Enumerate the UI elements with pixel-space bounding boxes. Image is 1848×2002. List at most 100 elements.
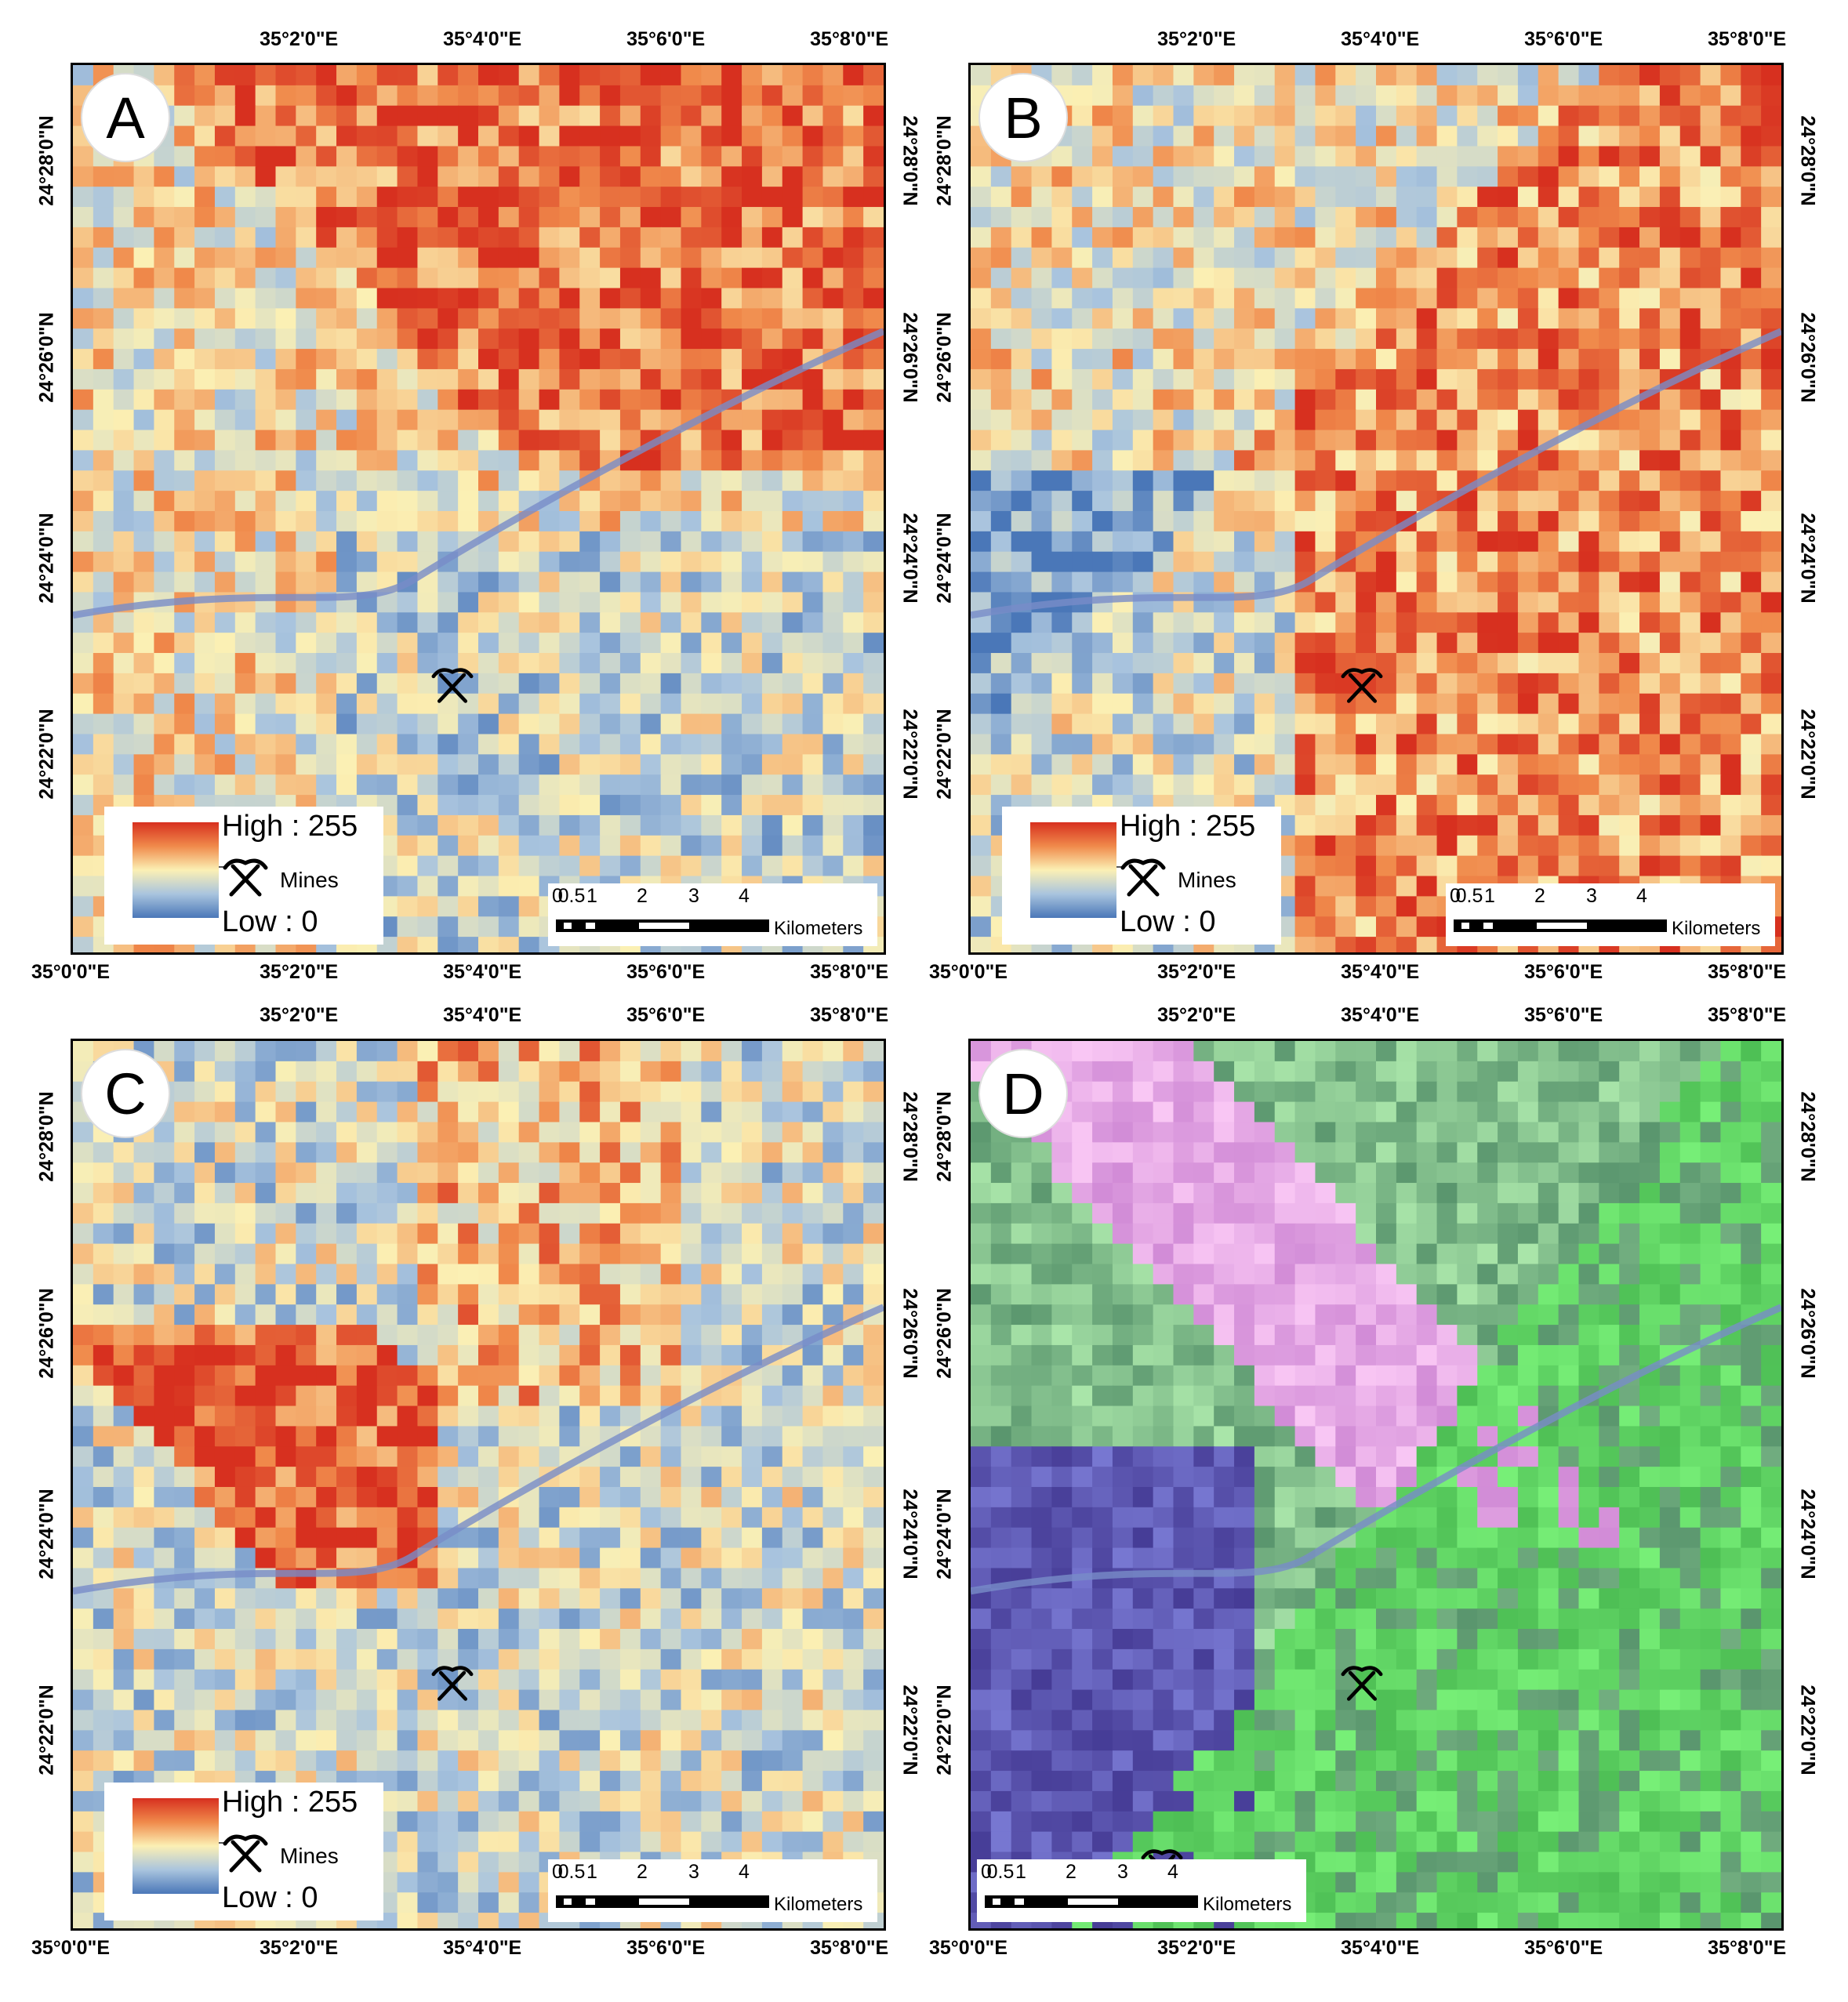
latitude-label: 24°22'0"N bbox=[899, 1685, 921, 1775]
latitude-label: 24°22'0"N bbox=[35, 709, 58, 800]
longitude-label: 35°2'0"E bbox=[260, 1937, 339, 1959]
longitude-label: 35°4'0"E bbox=[1341, 1004, 1420, 1026]
scale-segment bbox=[564, 1899, 572, 1905]
longitude-label: 35°6'0"E bbox=[626, 1937, 706, 1959]
scale-segment bbox=[586, 1899, 595, 1905]
map-frame: A High : 255 Mines Low : 0 0 0.5 1 2 3 4 Kilometer… bbox=[71, 63, 886, 955]
scale-segment bbox=[1537, 923, 1587, 929]
scale-bar: 0 0.5 1 2 3 4 Kilometers bbox=[977, 1859, 1306, 1922]
longitude-label: 35°4'0"E bbox=[443, 961, 522, 983]
latitude-label: 24°24'0"N bbox=[35, 1488, 58, 1579]
latitude-label: 24°26'0"N bbox=[899, 1287, 921, 1379]
scale-tick-label: 4 bbox=[1636, 885, 1647, 907]
latitude-label: 24°26'0"N bbox=[933, 311, 956, 403]
legend-color-ramp bbox=[133, 1798, 219, 1894]
scale-tick-label: 2 bbox=[637, 885, 648, 907]
latitude-label: 24°24'0"N bbox=[1796, 512, 1819, 604]
latitude-label: 24°26'0"N bbox=[933, 1287, 956, 1379]
longitude-label: 35°8'0"E bbox=[810, 1004, 889, 1026]
legend-low-label: Low : 0 bbox=[222, 905, 318, 938]
scale-bar: 0 0.5 1 2 3 4 Kilometers bbox=[1446, 883, 1775, 946]
latitude-label: 24°24'0"N bbox=[1796, 1488, 1819, 1579]
latitude-label: 24°26'0"N bbox=[1796, 311, 1819, 403]
scale-tick-label: 0.5 bbox=[986, 1861, 1015, 1883]
scale-tick-label: 3 bbox=[688, 1861, 699, 1883]
longitude-label: 35°4'0"E bbox=[443, 1937, 522, 1959]
scale-tick-label: 2 bbox=[1534, 885, 1545, 907]
mine-icon bbox=[430, 665, 474, 705]
scale-segment bbox=[639, 923, 689, 929]
latitude-label: 24°22'0"N bbox=[899, 709, 921, 800]
scale-segment bbox=[1461, 923, 1469, 929]
latitude-label: 24°28'0"N bbox=[899, 115, 921, 206]
scale-tick-label: 4 bbox=[739, 1861, 750, 1883]
longitude-label: 35°4'0"E bbox=[1341, 1937, 1420, 1959]
scale-tick-label: 3 bbox=[688, 885, 699, 907]
panel-letter: A bbox=[81, 73, 170, 162]
legend: High : 255 Mines Low : 0 bbox=[104, 1783, 383, 1920]
scale-tick-label: 0.5 bbox=[557, 885, 586, 907]
longitude-label: 35°4'0"E bbox=[443, 1004, 522, 1026]
latitude-label: 24°22'0"N bbox=[1796, 1685, 1819, 1775]
longitude-label: 35°6'0"E bbox=[626, 1004, 706, 1026]
mine-icon bbox=[1340, 665, 1384, 705]
legend-mines-label: Mines bbox=[280, 868, 339, 892]
longitude-label: 35°8'0"E bbox=[810, 1937, 889, 1959]
scale-segment bbox=[639, 1899, 689, 1905]
scale-tick-label: 4 bbox=[739, 885, 750, 907]
scale-segment bbox=[586, 923, 595, 929]
scale-unit: Kilometers bbox=[774, 1894, 863, 1915]
scale-bar-graphic bbox=[985, 1895, 1198, 1908]
legend-high-label: High : 255 bbox=[222, 810, 358, 843]
panel-letter: C bbox=[81, 1049, 170, 1138]
scale-tick-label: 1 bbox=[586, 1861, 597, 1883]
panel-letter: D bbox=[978, 1049, 1068, 1138]
longitude-label: 35°2'0"E bbox=[1157, 961, 1236, 983]
longitude-label: 35°8'0"E bbox=[1708, 961, 1787, 983]
legend-color-ramp bbox=[1030, 822, 1116, 918]
legend: High : 255 Mines Low : 0 bbox=[1002, 807, 1281, 945]
scale-tick-label: 0.5 bbox=[557, 1861, 586, 1883]
scale-unit: Kilometers bbox=[1672, 918, 1761, 939]
latitude-label: 24°26'0"N bbox=[35, 1287, 58, 1379]
legend-tick bbox=[1116, 866, 1124, 868]
scale-segment bbox=[1483, 923, 1493, 929]
map-frame: B High : 255 Mines Low : 0 0 0.5 1 2 3 4 Kilometer… bbox=[968, 63, 1784, 955]
longitude-label: 35°0'0"E bbox=[928, 1937, 1008, 1959]
scale-tick-label: 0.5 bbox=[1455, 885, 1483, 907]
scale-tick-label: 0 bbox=[1450, 885, 1461, 907]
longitude-label: 35°6'0"E bbox=[1524, 961, 1603, 983]
mine-icon bbox=[222, 1831, 269, 1875]
scale-tick-label: 2 bbox=[637, 1861, 648, 1883]
scale-bar-graphic bbox=[556, 919, 769, 932]
legend-tick bbox=[219, 1842, 227, 1844]
scale-bar: 0 0.5 1 2 3 4 Kilometers bbox=[548, 883, 877, 946]
mine-icon bbox=[1120, 855, 1167, 899]
latitude-label: 24°28'0"N bbox=[933, 1091, 956, 1182]
scale-unit: Kilometers bbox=[1203, 1894, 1292, 1915]
longitude-label: 35°0'0"E bbox=[31, 1937, 111, 1959]
longitude-label: 35°2'0"E bbox=[1157, 1004, 1236, 1026]
legend-mines-label: Mines bbox=[1178, 868, 1236, 892]
scale-tick-label: 0 bbox=[552, 1861, 563, 1883]
mine-icon bbox=[430, 1663, 474, 1703]
scale-segment bbox=[1068, 1899, 1118, 1905]
longitude-label: 35°6'0"E bbox=[1524, 28, 1603, 50]
legend-low-label: Low : 0 bbox=[222, 1881, 318, 1914]
longitude-label: 35°4'0"E bbox=[1341, 28, 1420, 50]
latitude-label: 24°28'0"N bbox=[899, 1091, 921, 1182]
latitude-label: 24°28'0"N bbox=[933, 115, 956, 206]
latitude-label: 24°28'0"N bbox=[1796, 1091, 1819, 1182]
latitude-label: 24°26'0"N bbox=[1796, 1287, 1819, 1379]
scale-tick-label: 3 bbox=[1117, 1861, 1128, 1883]
longitude-label: 35°4'0"E bbox=[1341, 961, 1420, 983]
map-frame: C High : 255 Mines Low : 0 0 0.5 1 2 3 4 Kilometer… bbox=[71, 1039, 886, 1931]
scale-bar: 0 0.5 1 2 3 4 Kilometers bbox=[548, 1859, 877, 1922]
scale-segment bbox=[993, 1899, 1000, 1905]
scale-bar-graphic bbox=[556, 1895, 769, 1908]
longitude-label: 35°2'0"E bbox=[260, 961, 339, 983]
longitude-label: 35°0'0"E bbox=[928, 961, 1008, 983]
longitude-label: 35°8'0"E bbox=[1708, 28, 1787, 50]
scale-segment bbox=[564, 923, 572, 929]
legend-mines-label: Mines bbox=[280, 1844, 339, 1868]
